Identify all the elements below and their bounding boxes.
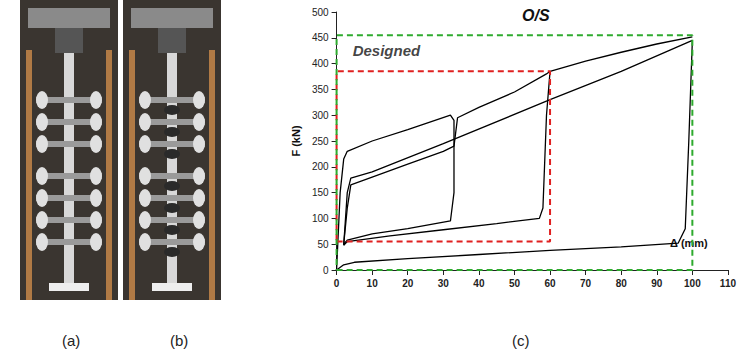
html-text:(c): (c)	[512, 332, 530, 349]
svg-text:300: 300	[312, 110, 329, 121]
svg-text:90: 90	[651, 278, 663, 289]
svg-text:F (kN): F (kN)	[290, 125, 302, 157]
svg-text:150: 150	[312, 187, 329, 198]
svg-text:250: 250	[312, 136, 329, 147]
svg-text:10: 10	[367, 278, 379, 289]
svg-text:50: 50	[317, 239, 329, 250]
svg-text:Δ (mm): Δ (mm)	[670, 237, 708, 249]
svg-text:100: 100	[312, 213, 329, 224]
svg-text:0: 0	[334, 278, 340, 289]
svg-text:400: 400	[312, 58, 329, 69]
svg-text:500: 500	[312, 7, 329, 18]
svg-text:350: 350	[312, 84, 329, 95]
svg-text:20: 20	[402, 278, 414, 289]
svg-text:O/S: O/S	[522, 7, 550, 24]
svg-text:30: 30	[438, 278, 450, 289]
svg-text:70: 70	[580, 278, 592, 289]
svg-text:80: 80	[616, 278, 628, 289]
svg-text:450: 450	[312, 32, 329, 43]
svg-text:200: 200	[312, 161, 329, 172]
html-text:(b): (b)	[170, 332, 189, 349]
svg-text:60: 60	[544, 278, 556, 289]
svg-text:40: 40	[473, 278, 485, 289]
svg-text:Designed: Designed	[353, 42, 421, 59]
svg-text:50: 50	[509, 278, 521, 289]
svg-text:110: 110	[720, 278, 737, 289]
svg-text:0: 0	[323, 265, 329, 276]
html-text:(a): (a)	[62, 332, 81, 349]
svg-text:100: 100	[684, 278, 701, 289]
